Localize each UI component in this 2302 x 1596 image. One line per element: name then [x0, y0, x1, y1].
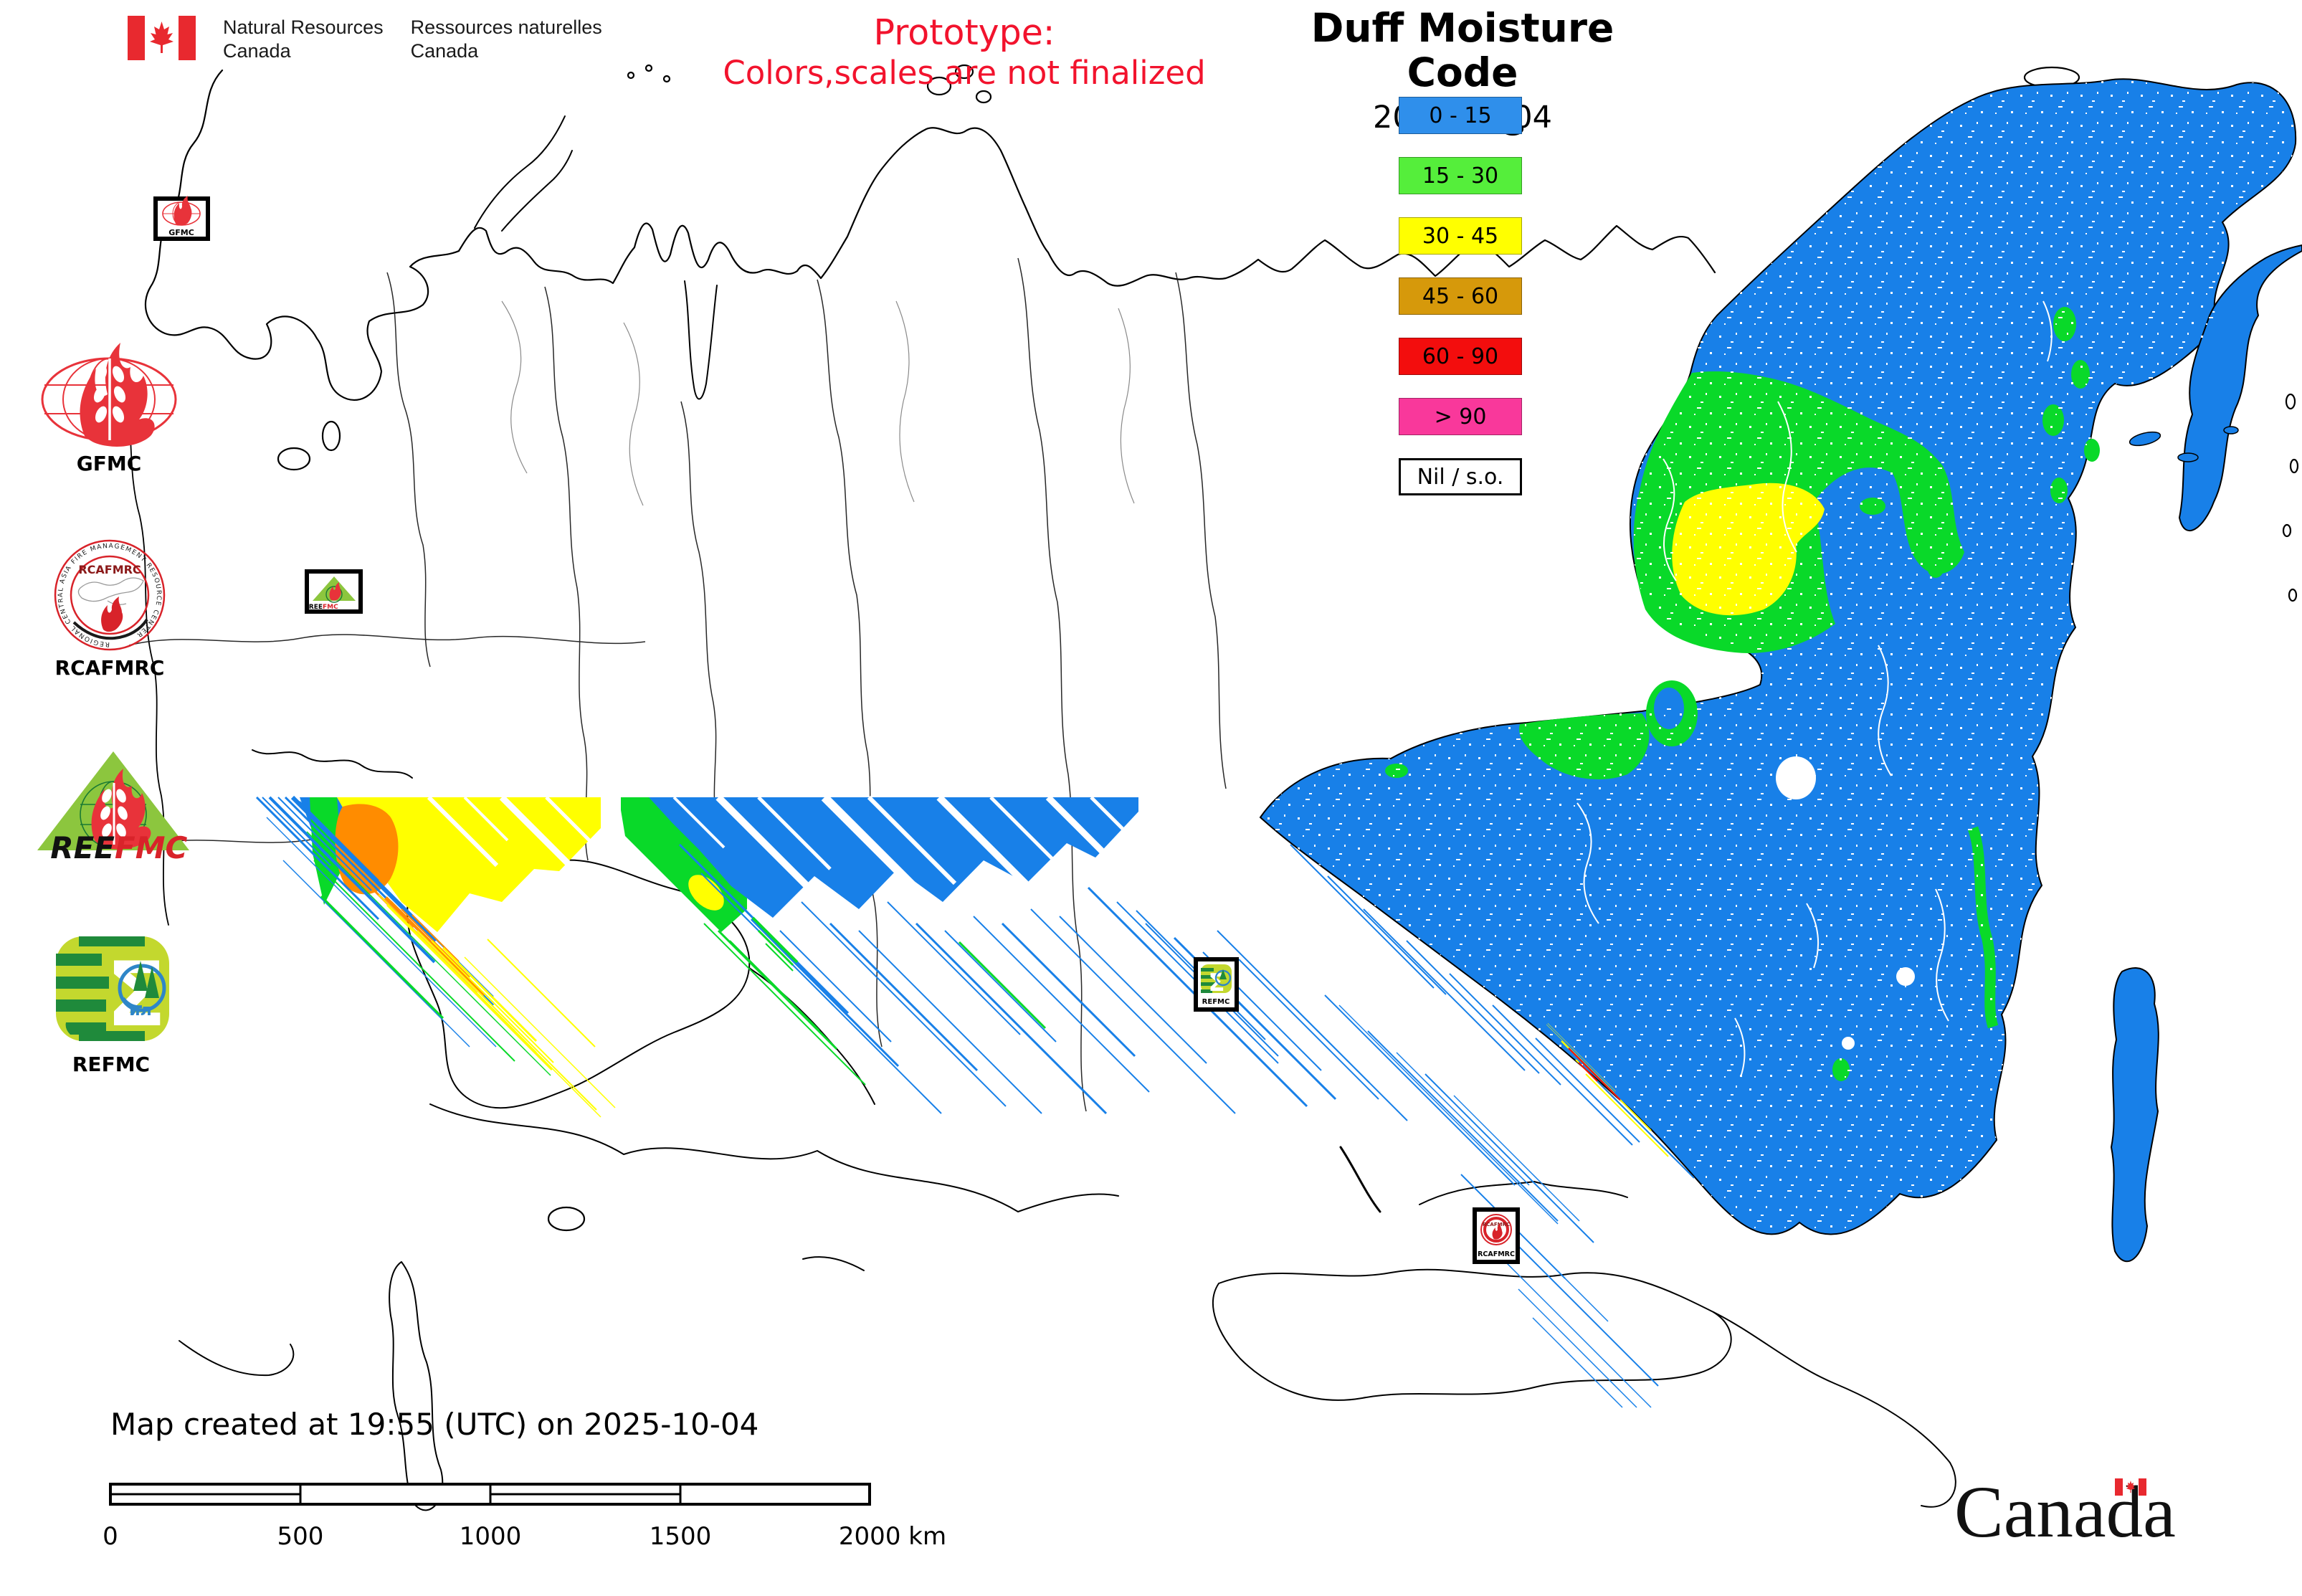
- rivers: [501, 300, 1135, 506]
- dmc-data-west-bands: [255, 794, 1695, 1408]
- marker-gfmc: GFMC: [153, 196, 210, 241]
- marker-reefmc-label-red: FMC: [323, 604, 338, 611]
- marker-rcafmrc: RCAFMRC RCAFMRC: [1473, 1207, 1520, 1264]
- canada-flag-icon: [128, 16, 196, 60]
- marker-refmc: Σ REFMC: [1194, 957, 1239, 1012]
- legend-entry-5: > 90: [1399, 398, 1522, 435]
- legend-entry-0: 0 - 15: [1399, 97, 1522, 134]
- scale-tick-500: 500: [277, 1522, 324, 1551]
- refmc-inner-text: ил: [129, 1002, 152, 1020]
- nrcan-signature: Natural Resources Canada Ressources natu…: [128, 16, 602, 63]
- marker-rcafmrc-label: RCAFMRC: [1478, 1250, 1515, 1258]
- reefmc-label-black: REE: [50, 830, 115, 865]
- legend-entry-3: 45 - 60: [1399, 277, 1522, 315]
- legend-entry-4: 60 - 90: [1399, 338, 1522, 375]
- dmc-legend: 0 - 15 15 - 30 30 - 45 45 - 60 60 - 90 > 90 Ni…: [1399, 97, 1522, 518]
- scale-tick-2000km: 2000 km: [839, 1522, 946, 1551]
- reefmc-label-red: FMC: [115, 830, 187, 865]
- scale-tick-1500: 1500: [650, 1522, 712, 1551]
- prototype-notice: Prototype: Colors,scales are not finaliz…: [723, 12, 1206, 92]
- nrcan-text-fr: Ressources naturelles Canada: [410, 16, 602, 62]
- marker-rcafmrc-inner: RCAFMRC: [1483, 1222, 1510, 1227]
- page-title: Duff Moisture Code: [1311, 5, 1614, 95]
- scale-tick-0: 0: [103, 1522, 118, 1551]
- gfmc-label: GFMC: [77, 452, 142, 475]
- marker-reefmc: REE FMC: [305, 569, 363, 614]
- rcafmrc-inner-label: RCAFMRC: [78, 563, 141, 576]
- legend-entry-1: 15 - 30: [1399, 157, 1522, 194]
- dmc-data-east: [1259, 78, 2302, 1263]
- legend-entry-6: Nil / s.o.: [1399, 458, 1522, 495]
- marker-reefmc-label-black: REE: [309, 604, 323, 611]
- nrcan-text-en: Natural Resources Canada: [223, 16, 384, 62]
- rcafmrc-ring-text: REGIONAL CENTRAL ASIA FIRE MANAGEMENT RE…: [57, 543, 162, 647]
- legend-entry-2: 30 - 45: [1399, 217, 1522, 255]
- marker-gfmc-label: GFMC: [168, 228, 194, 237]
- canada-wordmark: Canada: [1954, 1471, 2176, 1553]
- reefmc-logo: REE FMC: [37, 751, 189, 865]
- rcafmrc-logo: REGIONAL CENTRAL ASIA FIRE MANAGEMENT RE…: [54, 539, 166, 680]
- marker-refmc-label: REFMC: [1202, 998, 1230, 1006]
- rcafmrc-label: RCAFMRC: [55, 656, 165, 680]
- scale-bar: 0 500 1000 1500 2000 km: [103, 1483, 946, 1551]
- refmc-label: REFMC: [72, 1053, 150, 1076]
- maple-leaf-icon: [150, 22, 173, 53]
- created-timestamp: Map created at 19:55 (UTC) on 2025-10-04: [110, 1407, 759, 1442]
- scale-tick-1000: 1000: [460, 1522, 522, 1551]
- gfmc-logo: GFMC: [41, 343, 177, 475]
- refmc-logo: Σ ил REFMC: [56, 936, 169, 1076]
- wordmark-flag-icon: [2115, 1478, 2146, 1496]
